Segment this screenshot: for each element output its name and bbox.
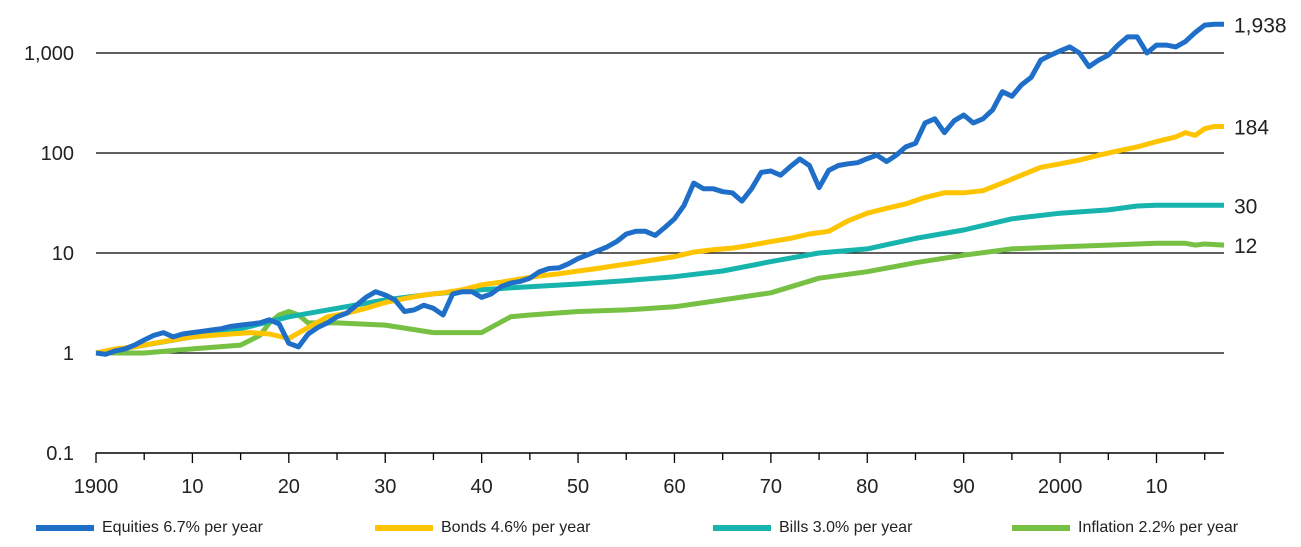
- legend-swatch: [713, 525, 771, 531]
- legend-item-equities: Equities 6.7% per year: [36, 514, 263, 542]
- end-label-equities: 1,938: [1234, 14, 1287, 37]
- x-tick-label: 80: [856, 476, 878, 498]
- y-tick-label: 1,000: [24, 43, 74, 65]
- x-tick-label: 2000: [1038, 476, 1083, 498]
- x-tick-label: 20: [278, 476, 300, 498]
- series-lines: [95, 21, 1225, 357]
- legend-item-bills: Bills 3.0% per year: [713, 514, 912, 542]
- x-tick-label: 1900: [74, 476, 119, 498]
- x-tick-label: 10: [181, 476, 203, 498]
- y-tick-label: 100: [41, 143, 74, 165]
- end-label-bonds: 184: [1234, 117, 1269, 140]
- end-value-labels: 1,938 184 30 12: [1234, 14, 1287, 258]
- legend-item-bonds: Bonds 4.6% per year: [375, 514, 590, 542]
- series-line-bills: [95, 202, 1224, 356]
- x-tick-label: 60: [663, 476, 685, 498]
- legend-item-inflation: Inflation 2.2% per year: [1012, 514, 1238, 542]
- grid-lines: [96, 52, 1224, 354]
- legend-swatch: [375, 525, 433, 531]
- legend-label: Bills 3.0% per year: [779, 519, 913, 536]
- y-tick-label: 1: [63, 343, 74, 365]
- legend: Equities 6.7% per year Bonds 4.6% per yea…: [0, 514, 1301, 544]
- legend-label: Bonds 4.6% per year: [441, 519, 591, 536]
- x-tick-label: 30: [374, 476, 396, 498]
- end-label-bills: 30: [1234, 195, 1257, 218]
- legend-label: Inflation 2.2% per year: [1078, 519, 1239, 536]
- x-tick-label: 90: [953, 476, 975, 498]
- x-tick-label: 50: [567, 476, 589, 498]
- x-axis-tick-labels: 1900 10 20 30 40 50 60 70 80 90 2000 10: [74, 476, 1168, 498]
- line-chart: 0.1 1 10 100 1,000 1900 10 20 30 40 50 60 70 80 90 200…: [24, 14, 1287, 498]
- x-tick-label: 40: [471, 476, 493, 498]
- legend-swatch: [36, 525, 94, 531]
- series-line-bonds: [95, 124, 1224, 356]
- y-tick-label: 0.1: [46, 443, 74, 465]
- end-label-inflation: 12: [1234, 235, 1257, 258]
- x-tick-label: 10: [1145, 476, 1167, 498]
- y-tick-label: 10: [52, 243, 74, 265]
- x-axis: [95, 452, 1224, 463]
- legend-swatch: [1012, 525, 1070, 531]
- x-tick-label: 70: [760, 476, 782, 498]
- legend-label: Equities 6.7% per year: [102, 519, 263, 536]
- y-axis-tick-labels: 0.1 1 10 100 1,000: [24, 43, 74, 465]
- series-line-equities: [95, 21, 1224, 357]
